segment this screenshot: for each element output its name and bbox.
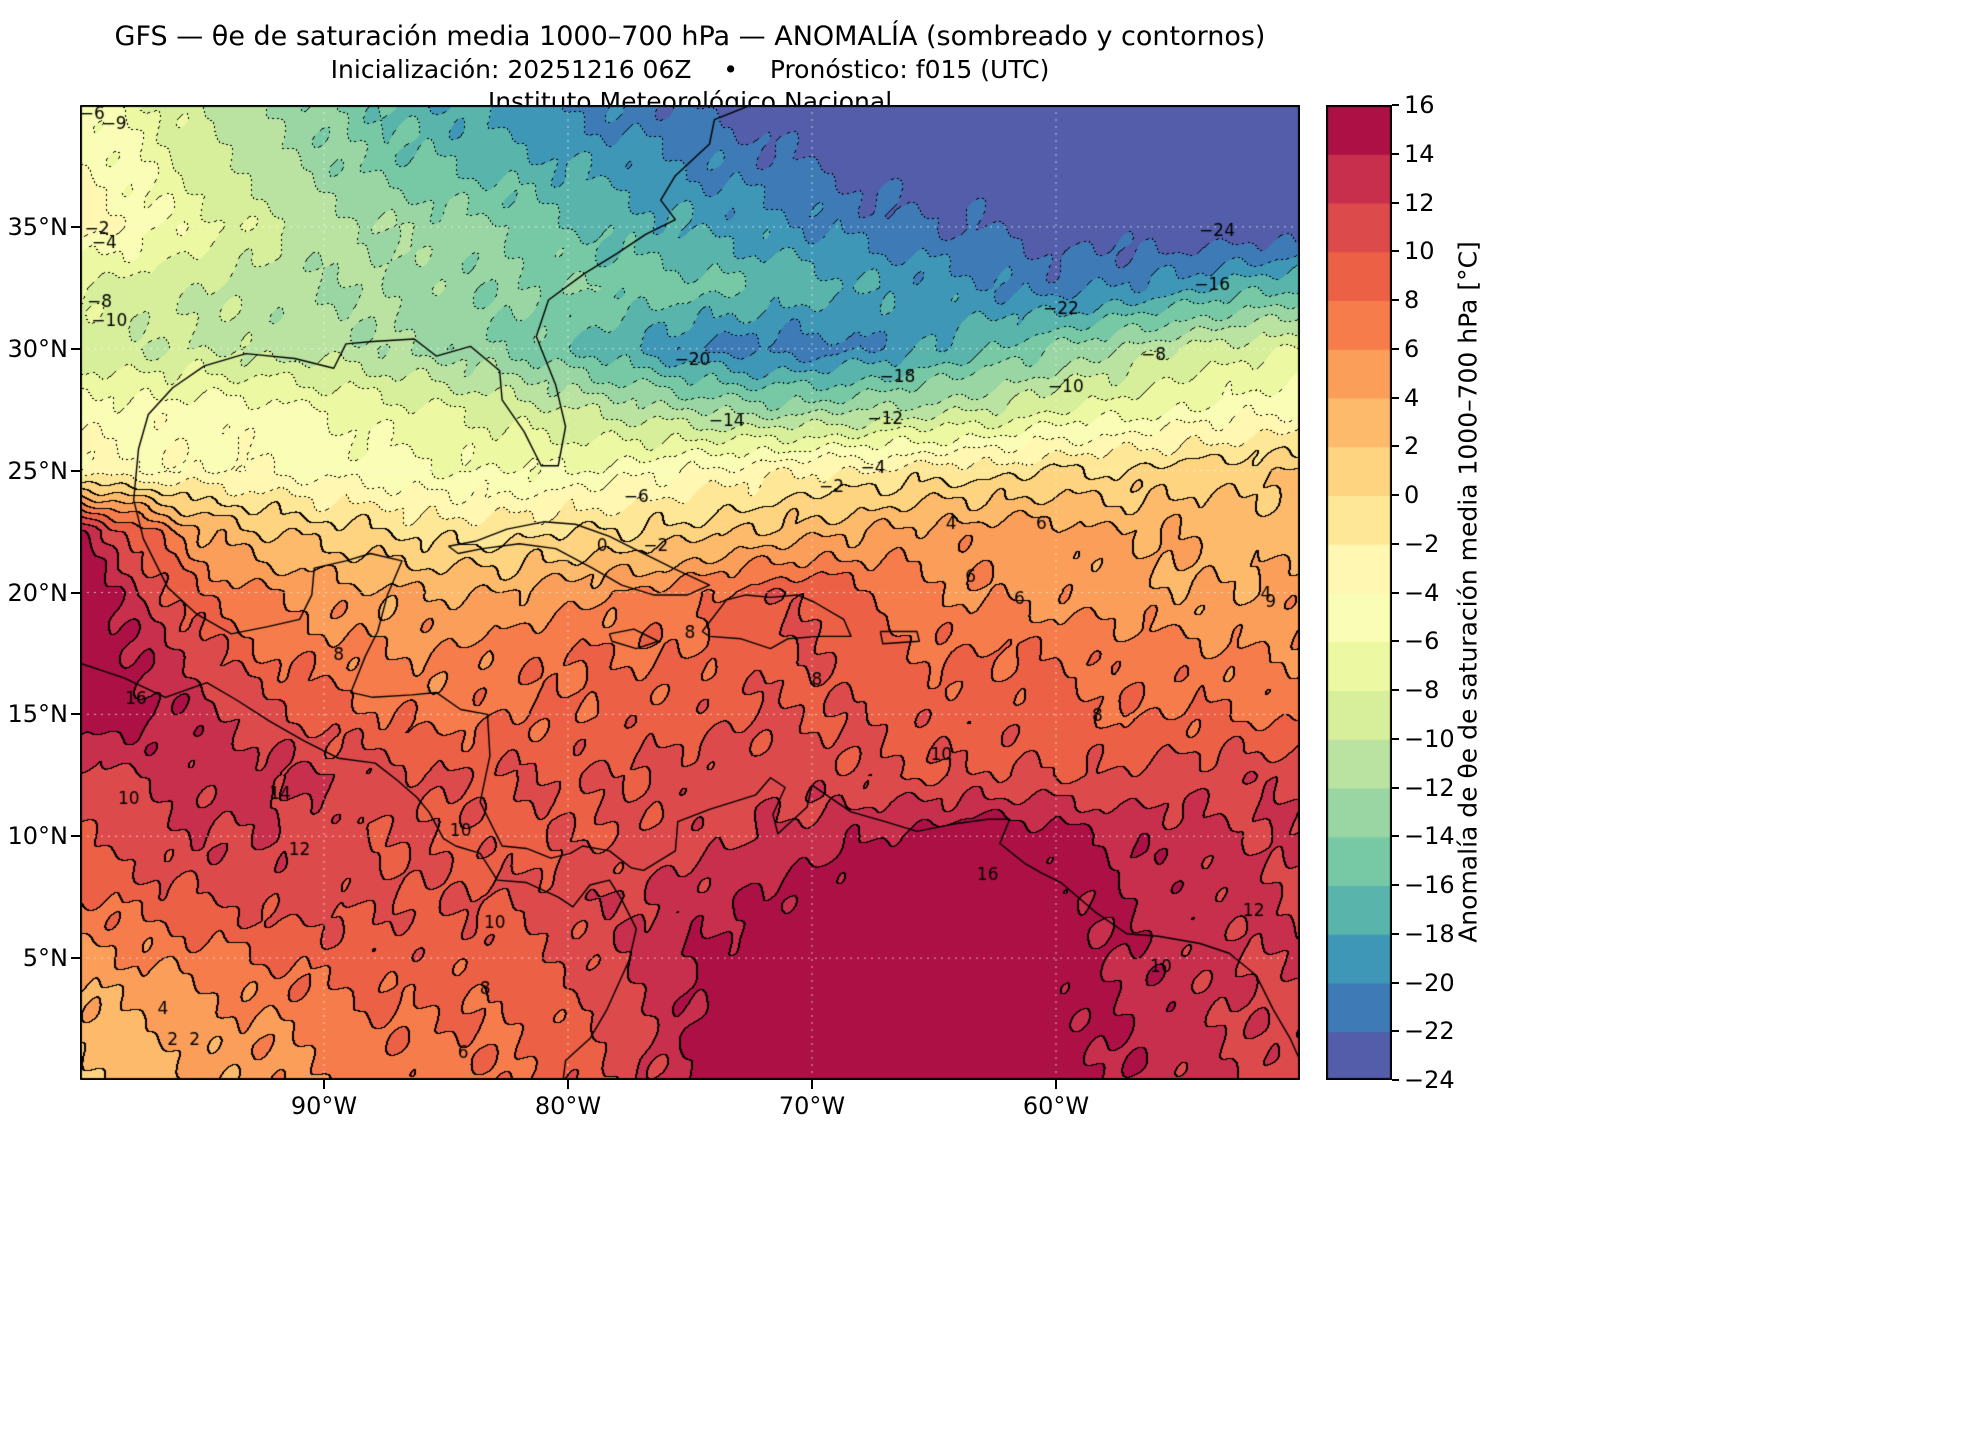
chart-institution: Instituto Meteorológico Nacional [487, 87, 893, 116]
y-tick-label: 35°N [7, 212, 69, 241]
colorbar-tick-label: 12 [1404, 188, 1435, 217]
y-tick-mark [71, 957, 80, 960]
colorbar-tick-mark [1392, 152, 1399, 155]
colorbar-tick-mark [1392, 201, 1399, 204]
colorbar-tick-label: −22 [1404, 1017, 1455, 1046]
colorbar-tick-mark [1392, 591, 1399, 594]
colorbar-tick-mark [1392, 494, 1399, 496]
colorbar-tick-label: −16 [1404, 871, 1455, 899]
colorbar-tick-mark [1392, 250, 1399, 253]
colorbar-tick-label: 0 [1404, 481, 1420, 509]
x-tick-mark [323, 1080, 325, 1089]
colorbar-tick-mark [1392, 104, 1399, 106]
colorbar-tick-label: 6 [1404, 334, 1420, 363]
y-tick-label: 5°N [22, 944, 68, 973]
colorbar-tick-label: 14 [1404, 139, 1435, 168]
colorbar-tick-mark [1392, 542, 1399, 545]
colorbar-label: Anomalía de θe de saturación media 1000–… [1453, 241, 1483, 943]
colorbar-tick-label: −14 [1404, 822, 1455, 851]
colorbar-tick-label: −20 [1404, 968, 1455, 997]
x-tick-label: 70°W [778, 1092, 846, 1120]
y-tick-label: 30°N [7, 334, 69, 363]
colorbar-tick-label: −18 [1404, 919, 1455, 948]
colorbar-tick-mark [1392, 932, 1399, 935]
colorbar-tick-label: 16 [1404, 91, 1435, 119]
x-tick-label: 60°W [1022, 1092, 1090, 1120]
y-tick-label: 25°N [7, 456, 69, 485]
colorbar-tick-label: 2 [1404, 432, 1420, 461]
y-tick-label: 15°N [7, 700, 69, 729]
chart-title: GFS — θe de saturación media 1000–700 hP… [114, 21, 1266, 52]
colorbar-tick-label: −4 [1404, 578, 1440, 607]
y-tick-mark [71, 591, 80, 594]
x-tick-mark [567, 1080, 569, 1089]
colorbar-tick-label: 8 [1404, 286, 1420, 314]
colorbar-tick-mark [1392, 689, 1399, 691]
y-tick-mark [71, 225, 80, 228]
title-block: GFS — θe de saturación media 1000–700 hP… [0, 20, 1380, 118]
colorbar-tick-label: 10 [1404, 237, 1435, 266]
colorbar-tick-mark [1392, 835, 1399, 838]
colorbar-tick-label: −24 [1404, 1066, 1455, 1094]
y-tick-mark [71, 835, 80, 838]
x-tick-label: 80°W [534, 1092, 602, 1120]
colorbar-tick-mark [1392, 640, 1399, 643]
chart-subtitle: Inicialización: 20251216 06Z • Pronóstic… [330, 55, 1050, 84]
colorbar-tick-mark [1392, 445, 1399, 448]
x-tick-mark [811, 1080, 813, 1089]
y-tick-mark [71, 713, 80, 716]
y-tick-mark [71, 469, 80, 472]
colorbar-tick-mark [1392, 786, 1399, 789]
colorbar-tick-mark [1392, 737, 1399, 740]
colorbar-tick-mark [1392, 396, 1399, 399]
colorbar-tick-mark [1392, 299, 1399, 301]
colorbar-tick-mark [1392, 884, 1399, 886]
y-tick-label: 10°N [7, 822, 69, 851]
colorbar-tick-label: −2 [1404, 529, 1440, 558]
colorbar-tick-label: −6 [1404, 627, 1440, 656]
colorbar-tick-label: −12 [1404, 773, 1455, 802]
colorbar-canvas [1326, 105, 1392, 1080]
x-tick-label: 90°W [290, 1092, 358, 1120]
y-tick-mark [71, 347, 80, 350]
colorbar-tick-label: 4 [1404, 383, 1420, 412]
colorbar-tick-mark [1392, 981, 1399, 984]
y-tick-label: 20°N [7, 578, 69, 607]
colorbar-tick-mark [1392, 1030, 1399, 1033]
colorbar-tick-label: −8 [1404, 676, 1440, 704]
anomaly-map-canvas [80, 105, 1300, 1080]
colorbar-tick-mark [1392, 1079, 1399, 1081]
colorbar-tick-label: −10 [1404, 724, 1455, 753]
x-tick-mark [1055, 1080, 1057, 1089]
colorbar-tick-mark [1392, 347, 1399, 350]
